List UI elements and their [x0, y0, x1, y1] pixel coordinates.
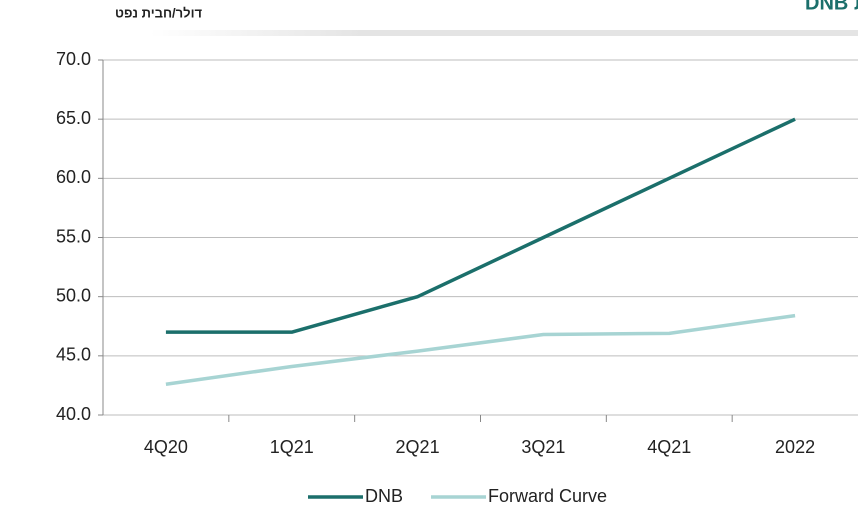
x-tick-label: 2Q21: [396, 437, 440, 457]
y-axis-label: דולר/חבית נפט: [115, 5, 203, 20]
y-tick-label: 70.0: [56, 49, 91, 69]
x-tick-label: 1Q21: [270, 437, 314, 457]
chart-title: תחזית מחירים - Forward Curve לעומת תחזית…: [805, 0, 858, 14]
y-tick-label: 40.0: [56, 404, 91, 424]
y-tick-label: 50.0: [56, 285, 91, 305]
x-tick-label: 2022: [775, 437, 815, 457]
y-tick-label: 55.0: [56, 226, 91, 246]
title-underline: [150, 30, 858, 36]
x-tick-label: 3Q21: [521, 437, 565, 457]
y-tick-label: 65.0: [56, 108, 91, 128]
legend-label: DNB: [365, 486, 403, 506]
x-tick-label: 4Q21: [647, 437, 691, 457]
x-tick-label: 4Q20: [144, 437, 188, 457]
line-series: [165, 313, 796, 386]
y-tick-label: 60.0: [56, 167, 91, 187]
y-tick-label: 45.0: [56, 345, 91, 365]
line-series: [165, 117, 796, 334]
legend-label: Forward Curve: [488, 486, 607, 506]
